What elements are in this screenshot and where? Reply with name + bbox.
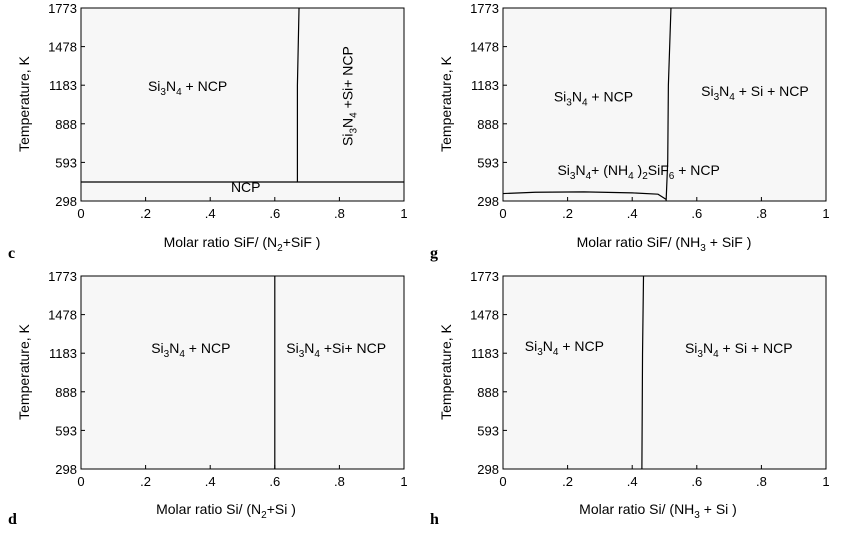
y-axis-title: Temperature, K [16, 55, 32, 151]
plot-area [502, 275, 827, 470]
phase-boundary-vertical [665, 7, 672, 202]
region-label: Si3N4 + NCP [525, 338, 604, 358]
x-tick-label: .6 [691, 206, 702, 221]
phase-boundary-vertical [641, 275, 645, 470]
plot-area [80, 275, 405, 470]
panel-h: 0 .2 .4 .6 .8 1 1773 1478 1183 888 593 298 Si3N4 + N… [430, 269, 830, 528]
x-tick-label: 1 [400, 206, 407, 221]
x-tick-label: 0 [77, 206, 84, 221]
panel-c: 0 .2 .4 .6 .8 1 1773 1478 1183 888 593 298 Si3N4 + N… [8, 1, 408, 262]
x-tick-label: .6 [691, 474, 702, 489]
plot-area [80, 7, 405, 202]
x-tick-label: .8 [334, 474, 345, 489]
x-tick-label: .4 [205, 474, 216, 489]
x-tick-label: .2 [562, 474, 573, 489]
y-tick-label: 1773 [48, 1, 77, 16]
y-tick-label: 593 [477, 423, 499, 438]
x-axis-title: Molar ratio SiF/ (N2+SiF ) [164, 234, 321, 254]
y-axis-title: Temperature, K [438, 323, 454, 419]
y-tick-label: 1183 [471, 346, 499, 361]
x-tick-label: .2 [562, 206, 573, 221]
x-tick-label: .4 [627, 206, 638, 221]
region-label: Si3N4 +Si+ NCP [339, 46, 359, 146]
panel-letter: c [8, 245, 15, 262]
y-axis-title: Temperature, K [16, 323, 32, 419]
y-tick-label: 298 [477, 194, 499, 209]
region-label: Si3N4 + Si + NCP [685, 340, 793, 360]
x-tick-label: .2 [140, 206, 151, 221]
y-tick-label: 1183 [49, 346, 77, 361]
region-label: Si3N4 + NCP [151, 340, 230, 360]
panel-letter: g [430, 245, 438, 262]
x-tick-label: .6 [269, 206, 280, 221]
plot-area [502, 7, 827, 202]
x-tick-label: .6 [269, 474, 280, 489]
region-label: NCP [231, 179, 261, 195]
x-axis-title: Molar ratio Si/ (N2+Si ) [156, 501, 296, 521]
phase-boundary-vertical [296, 7, 300, 183]
x-tick-label: 0 [499, 474, 506, 489]
x-axis-title: Molar ratio SiF/ (NH3 + SiF ) [577, 234, 752, 254]
region-label: Si3N4 + NCP [148, 78, 227, 98]
x-tick-label: .2 [140, 474, 151, 489]
region-label: Si3N4 +Si+ NCP [286, 340, 386, 360]
x-tick-label: 0 [77, 474, 84, 489]
y-axis-title: Temperature, K [438, 55, 454, 151]
y-tick-label: 888 [55, 117, 77, 132]
y-tick-label: 1478 [48, 40, 77, 55]
y-tick-label: 1773 [470, 1, 499, 16]
y-tick-label: 298 [477, 462, 499, 477]
y-tick-label: 1478 [470, 308, 499, 323]
y-tick-label: 1478 [470, 40, 499, 55]
y-tick-label: 593 [55, 155, 77, 170]
y-tick-label: 1773 [470, 269, 499, 284]
x-tick-label: 1 [822, 206, 829, 221]
y-tick-label: 888 [477, 385, 499, 400]
y-tick-label: 593 [477, 155, 499, 170]
x-tick-label: 1 [822, 474, 829, 489]
y-tick-label: 888 [477, 117, 499, 132]
y-tick-label: 1478 [48, 308, 77, 323]
x-tick-label: .8 [756, 474, 767, 489]
y-tick-label: 1773 [48, 269, 77, 284]
y-tick-label: 298 [55, 194, 77, 209]
x-tick-label: 1 [400, 474, 407, 489]
y-tick-label: 298 [55, 462, 77, 477]
phase-boundary-lower-dome [502, 191, 667, 200]
x-tick-label: .4 [205, 206, 216, 221]
region-label: Si3N4 + NCP [554, 88, 633, 108]
region-label: Si3N4 + Si + NCP [701, 83, 809, 103]
x-axis-title: Molar ratio Si/ (NH3 + Si ) [579, 501, 737, 521]
panel-d: 0 .2 .4 .6 .8 1 1773 1478 1183 888 593 298 Si3N4 + N… [8, 269, 408, 528]
panel-letter: d [8, 511, 17, 528]
y-tick-label: 1183 [471, 78, 499, 93]
y-tick-label: 593 [55, 423, 77, 438]
y-tick-label: 888 [55, 385, 77, 400]
panel-g: 0 .2 .4 .6 .8 1 1773 1478 1183 888 593 298 Si3N4 + N… [430, 1, 830, 262]
panel-letter: h [430, 511, 439, 528]
x-tick-label: .4 [627, 474, 638, 489]
x-tick-label: .8 [756, 206, 767, 221]
x-tick-label: .8 [334, 206, 345, 221]
y-tick-label: 1183 [49, 78, 77, 93]
region-label: Si3N4+ (NH4 )2SiF6 + NCP [557, 162, 719, 182]
x-tick-label: 0 [499, 206, 506, 221]
